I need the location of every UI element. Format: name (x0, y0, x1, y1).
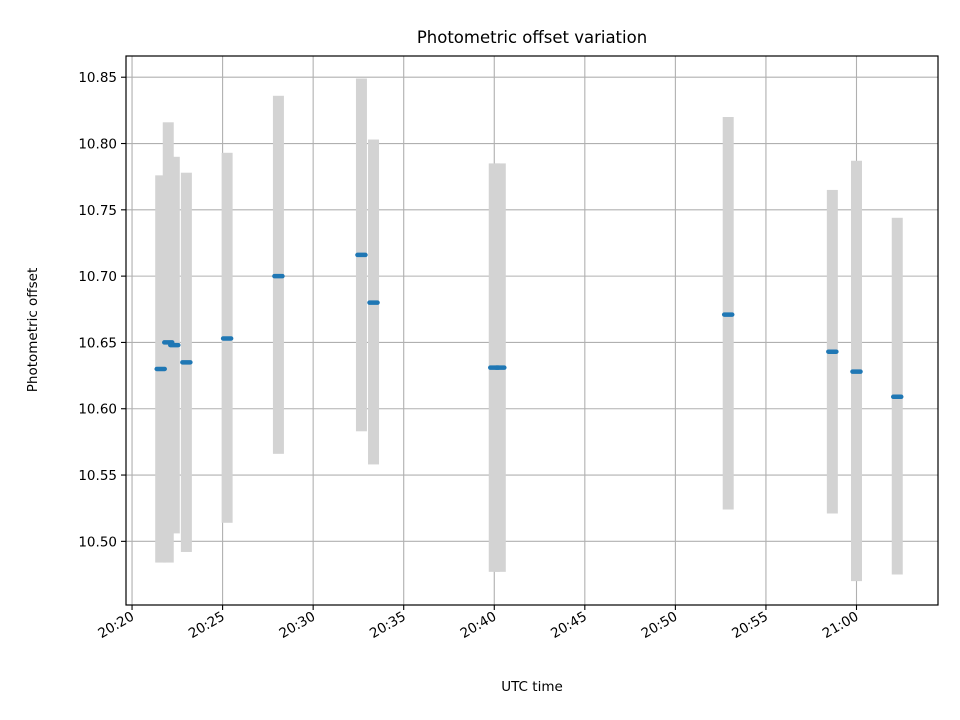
grid (126, 56, 938, 605)
y-tick-label: 10.60 (78, 402, 117, 418)
y-axis-label: Photometric offset (25, 268, 41, 392)
data-points (154, 252, 904, 400)
y-tick-label: 10.80 (78, 137, 117, 153)
y-tick-label: 10.85 (78, 70, 117, 86)
y-tick-label: 10.55 (78, 468, 117, 484)
y-tick-label: 10.70 (78, 269, 117, 285)
x-axis-label: UTC time (501, 679, 563, 695)
y-tick-label: 10.75 (78, 203, 117, 219)
plot-frame (125, 55, 939, 606)
y-tick-label: 10.50 (78, 534, 117, 550)
y-tick-label: 10.65 (78, 335, 117, 351)
chart-title: Photometric offset variation (417, 28, 647, 47)
y-axis-ticks: 10.50 10.55 10.60 10.65 10.70 10.75 10.80 10.85 (78, 70, 126, 550)
